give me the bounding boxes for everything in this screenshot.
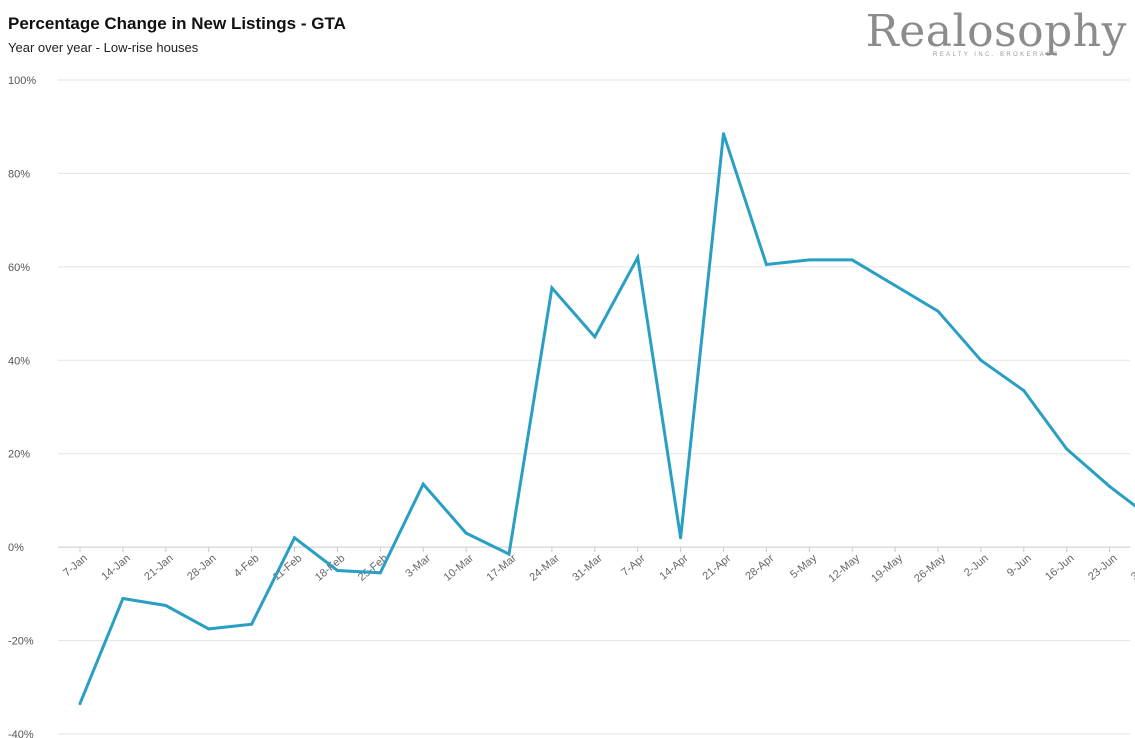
data-point: [207, 627, 211, 631]
x-tick-label: 19-May: [869, 552, 905, 585]
x-tick-label: 31-Mar: [570, 552, 605, 584]
data-point: [979, 358, 983, 362]
y-axis-ticks: -40% -20% 0% 20% 40% 60% 80% 100%: [8, 75, 36, 738]
data-point: [764, 263, 768, 267]
x-tick-label: 30-Jun: [1129, 552, 1135, 583]
x-tick-label: 17-Mar: [485, 552, 520, 584]
data-point: [679, 536, 683, 540]
y-tick-label: -20%: [8, 636, 34, 648]
data-point: [593, 335, 597, 339]
data-point: [78, 702, 82, 706]
y-tick-label: 0%: [8, 542, 24, 554]
data-point: [464, 531, 468, 535]
x-tick-label: 4-Feb: [232, 552, 262, 580]
data-point: [507, 552, 511, 556]
x-tick-label: 7-Jan: [61, 552, 90, 579]
x-tick-label: 14-Jan: [99, 552, 132, 583]
data-point: [421, 482, 425, 486]
data-point: [722, 132, 725, 136]
x-tick-label: 2-Jun: [962, 552, 991, 579]
x-tick-label: 28-Apr: [743, 552, 776, 583]
logo-tagline: REALTY INC. BROKERAGE: [933, 52, 1060, 58]
x-tick-label: 3-Mar: [403, 552, 433, 580]
data-point: [850, 258, 854, 262]
data-point: [335, 569, 339, 572]
data-point: [893, 284, 897, 288]
x-tick-label: 9-Jun: [1005, 552, 1034, 579]
data-point: [293, 536, 296, 540]
y-tick-label: 80%: [8, 168, 30, 180]
x-tick-label: 14-Apr: [658, 552, 691, 583]
data-point: [164, 604, 168, 608]
chart-title: Percentage Change in New Listings - GTA: [8, 14, 346, 33]
x-tick-label: 23-Jun: [1086, 552, 1119, 583]
chart-subtitle: Year over year - Low-rise houses: [8, 40, 199, 55]
x-tick-label: 10-Mar: [442, 552, 477, 584]
data-point: [936, 309, 940, 313]
data-point: [1108, 484, 1112, 488]
x-tick-label: 5-May: [788, 552, 820, 581]
data-point: [1022, 389, 1026, 393]
data-point: [250, 622, 254, 626]
x-tick-label: 7-Apr: [619, 552, 648, 579]
grid-lines: [58, 79, 1130, 735]
y-tick-label: -40%: [8, 729, 34, 738]
data-point: [807, 258, 811, 262]
series-line: [78, 133, 1135, 705]
x-tick-label: 28-Jan: [185, 552, 218, 583]
x-tick-label: 21-Jan: [142, 552, 175, 583]
data-point: [1065, 447, 1069, 451]
x-tick-label: 12-May: [826, 552, 862, 585]
data-point: [378, 571, 382, 575]
data-point: [550, 286, 554, 290]
x-tick-label: 26-May: [912, 552, 948, 585]
logo-wordmark: Realosophy: [865, 6, 1127, 57]
series-layer: [78, 132, 1135, 706]
x-tick-label: 24-Mar: [527, 552, 562, 584]
data-point: [636, 256, 640, 260]
y-tick-label: 60%: [8, 262, 30, 274]
realosophy-logo: Realosophy REALTY INC. BROKERAGE: [866, 6, 1127, 58]
y-tick-label: 40%: [8, 355, 30, 367]
data-point: [121, 597, 125, 601]
x-tick-label: 21-Apr: [700, 552, 733, 583]
y-tick-label: 20%: [8, 449, 30, 461]
x-axis: 7-Jan 14-Jan 21-Jan 28-Jan 4-Feb 11-Feb 18-Feb…: [58, 546, 1135, 585]
y-tick-label: 100%: [8, 75, 36, 87]
x-tick-label: 25-Feb: [356, 552, 390, 584]
x-tick-label: 16-Jun: [1043, 552, 1076, 583]
